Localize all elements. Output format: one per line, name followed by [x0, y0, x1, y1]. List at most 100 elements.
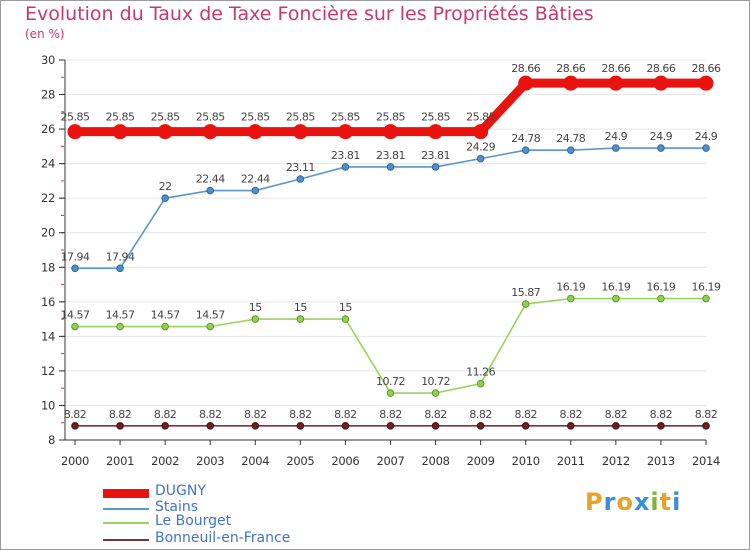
y-tick-label: 16 — [41, 295, 55, 309]
y-tick-label: 20 — [41, 226, 55, 240]
data-point — [116, 264, 124, 273]
y-tick-label: 28 — [41, 88, 55, 102]
data-point — [67, 124, 83, 140]
y-tick-label: 24 — [41, 157, 55, 171]
data-point — [341, 315, 350, 323]
data-label: 15 — [249, 301, 262, 314]
data-label: 8.82 — [424, 408, 447, 421]
x-tick-label: 2012 — [602, 454, 630, 468]
data-point — [657, 422, 665, 430]
data-point — [566, 294, 575, 303]
data-point — [476, 154, 485, 163]
data-label: 28.66 — [511, 62, 540, 75]
logo-letter: x — [633, 488, 651, 516]
data-point — [206, 322, 215, 331]
data-label: 24.78 — [511, 132, 540, 145]
data-label: 22 — [159, 180, 172, 193]
data-point — [386, 389, 395, 397]
y-tick-label: 12 — [41, 364, 55, 378]
data-point — [71, 322, 79, 331]
data-label: 14.57 — [61, 309, 90, 322]
data-point — [386, 422, 395, 430]
logo-letter: r — [603, 488, 617, 516]
legend-label: Stains — [155, 499, 199, 515]
data-point — [566, 422, 575, 430]
data-point — [476, 422, 485, 430]
y-tick-label: 18 — [41, 260, 55, 274]
legend-swatch — [103, 522, 149, 524]
y-tick-label: 26 — [41, 122, 55, 136]
x-tick-label: 2003 — [196, 454, 224, 468]
data-label: 8.82 — [379, 408, 402, 421]
y-tick-label: 10 — [41, 398, 55, 412]
logo-letter: o — [616, 488, 634, 516]
x-tick-label: 2010 — [512, 454, 540, 468]
data-point — [431, 389, 440, 397]
data-point — [161, 194, 169, 202]
data-label: 22.44 — [196, 173, 225, 186]
y-tick-label: 22 — [41, 191, 55, 205]
data-label: 28.66 — [556, 62, 585, 75]
data-label: 24.9 — [650, 130, 673, 143]
data-point — [337, 124, 353, 140]
data-point — [341, 163, 350, 171]
data-point — [698, 75, 714, 91]
logo-letter: i — [650, 488, 660, 516]
data-point — [612, 144, 620, 152]
data-label: 8.82 — [109, 408, 132, 421]
logo-letter: P — [585, 488, 604, 516]
data-label: 25.85 — [61, 111, 90, 124]
data-label: 10.72 — [421, 375, 450, 388]
y-tick-label: 14 — [41, 329, 55, 343]
data-point — [702, 422, 710, 430]
data-point — [653, 75, 669, 91]
data-label: 8.82 — [650, 408, 673, 421]
data-point — [251, 315, 260, 323]
x-tick-label: 2008 — [422, 454, 450, 468]
data-label: 25.85 — [466, 111, 495, 124]
data-point — [116, 322, 124, 331]
data-label: 8.82 — [64, 408, 87, 421]
data-point — [521, 422, 530, 430]
y-tick-label: 30 — [41, 53, 55, 67]
data-point — [292, 124, 308, 140]
data-label: 8.82 — [695, 408, 718, 421]
data-label: 8.82 — [244, 408, 267, 421]
data-label: 28.66 — [646, 62, 675, 75]
data-label: 25.85 — [106, 111, 135, 124]
data-point — [431, 163, 440, 171]
data-point — [612, 294, 620, 303]
data-point — [112, 124, 128, 140]
y-tick-label: 8 — [48, 433, 55, 447]
data-label: 25.85 — [151, 111, 180, 124]
data-point — [202, 124, 218, 140]
logo-letter: t — [659, 488, 673, 516]
data-point — [251, 422, 260, 430]
chart-title: Evolution du Taux de Taxe Foncière sur l… — [25, 3, 594, 25]
x-tick-label: 2011 — [557, 454, 585, 468]
data-label: 25.85 — [376, 111, 405, 124]
data-point — [161, 422, 169, 430]
data-label: 24.29 — [466, 141, 495, 154]
data-label: 16.19 — [646, 281, 675, 294]
data-point — [657, 144, 665, 152]
data-label: 23.81 — [376, 149, 405, 162]
data-label: 8.82 — [469, 408, 492, 421]
logo-letter: i — [672, 488, 682, 516]
x-tick-label: 2013 — [647, 454, 675, 468]
data-point — [383, 124, 398, 140]
x-tick-label: 2007 — [376, 454, 404, 468]
data-label: 28.66 — [692, 62, 721, 75]
data-label: 11.26 — [466, 366, 495, 379]
data-label: 16.19 — [692, 281, 721, 294]
legend-swatch — [103, 488, 149, 498]
data-label: 25.85 — [421, 111, 450, 124]
data-point — [296, 422, 305, 430]
data-point — [702, 144, 710, 152]
legend-label: Bonneuil-en-France — [155, 530, 291, 546]
x-tick-label: 2002 — [151, 454, 179, 468]
legend-label: DUGNY — [155, 483, 206, 499]
data-label: 8.82 — [605, 408, 628, 421]
data-label: 16.19 — [601, 281, 630, 294]
x-tick-label: 2014 — [692, 454, 720, 468]
